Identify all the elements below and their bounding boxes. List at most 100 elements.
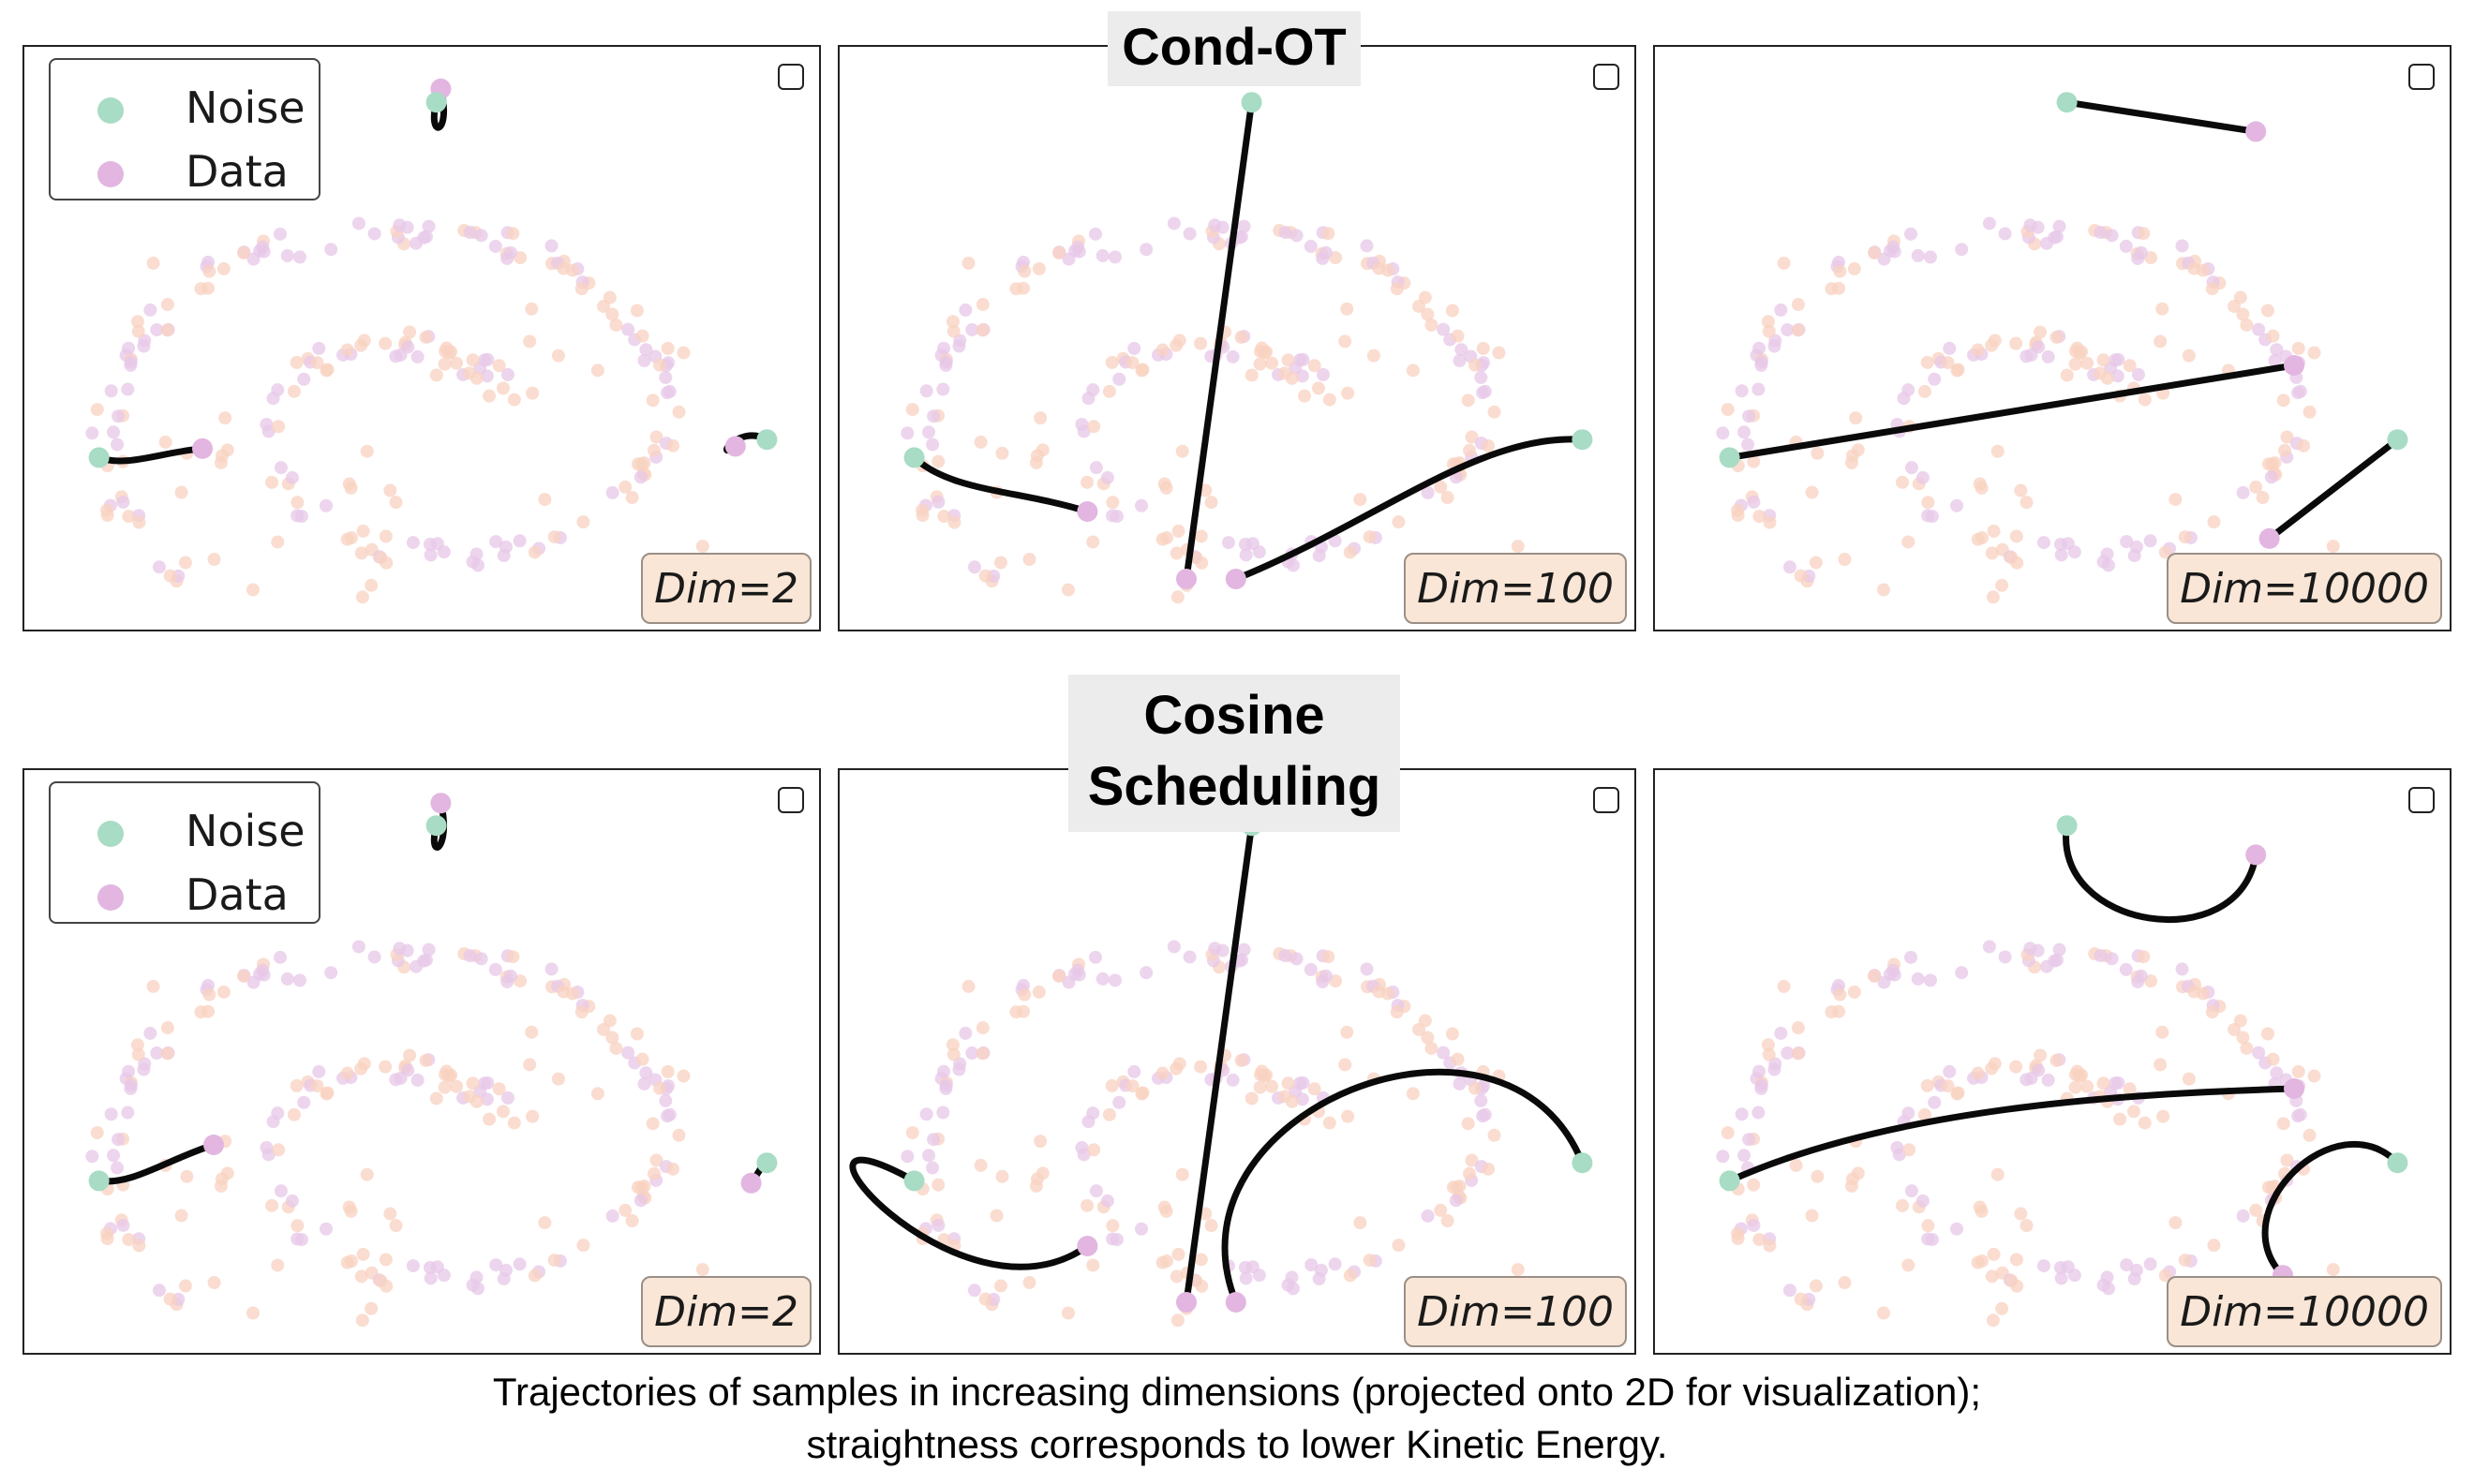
scatter-point [2260, 1027, 2274, 1041]
scatter-point [901, 1150, 915, 1164]
panel-cosine-dim-2: Noise Data Dim=2 [22, 768, 821, 1355]
scatter-point [354, 1269, 368, 1284]
scatter-point [976, 298, 990, 312]
dim-label: Dim=10000 [2167, 553, 2442, 624]
scatter-point [1390, 1005, 1404, 1019]
scatter-point [1511, 540, 1525, 554]
scatter-point [1106, 1219, 1120, 1233]
scatter-point [1911, 972, 1925, 986]
scatter-point [1747, 1218, 1761, 1232]
data-point [2284, 1078, 2304, 1099]
scatter-point [2143, 1257, 2157, 1271]
scatter-point [261, 424, 276, 438]
data-scatter [85, 940, 709, 1328]
scatter-point [462, 366, 476, 380]
scatter-point [1747, 454, 1761, 468]
scatter-point [1781, 1046, 1795, 1061]
scatter-point [1971, 1066, 1985, 1080]
scatter-point [1440, 491, 1454, 505]
scatter-point [1110, 510, 1124, 524]
trajectory-layer [1719, 815, 2408, 1286]
trajectory-line [96, 1141, 217, 1185]
scatter-point [1338, 334, 1352, 349]
scatter-point [1925, 1233, 1939, 1247]
scatter-point [1307, 1082, 1321, 1096]
scatter-point [1253, 357, 1267, 371]
scatter-point [630, 1027, 644, 1041]
scatter-point [2178, 530, 2192, 544]
scatter-point [440, 1064, 454, 1078]
scatter-point [1328, 534, 1342, 548]
scatter-point [1239, 548, 1253, 562]
scatter-point [1095, 248, 1110, 262]
scatter-point [124, 355, 138, 369]
plot-area [849, 815, 1593, 1328]
scatter-point [630, 304, 644, 318]
scatter-point [438, 357, 452, 371]
panel-checkbox[interactable] [2408, 787, 2435, 813]
scatter-point [1030, 449, 1044, 463]
scatter-point [1463, 443, 1477, 457]
scatter-point [1341, 1109, 1355, 1123]
scatter-point [978, 569, 992, 583]
scatter-point [939, 1078, 953, 1092]
scatter-point [648, 443, 662, 457]
scatter-point [1752, 341, 1766, 355]
scatter-point [1340, 1025, 1354, 1039]
scatter-point [90, 403, 104, 417]
scatter-point [237, 969, 251, 983]
scatter-point [2105, 229, 2119, 243]
scatter-point [576, 1239, 590, 1253]
scatter-point [1915, 1194, 1930, 1208]
row-title-cond-ot: Cond-OT [1108, 11, 1361, 86]
scatter-point [931, 1178, 946, 1192]
scatter-point [1990, 1167, 2005, 1181]
scatter-point [1140, 243, 1154, 257]
scatter-point [1761, 1038, 1775, 1052]
scatter-point [1170, 546, 1184, 560]
scatter-point [1171, 524, 1185, 538]
scatter-point [633, 1194, 648, 1208]
scatter-point [290, 1078, 304, 1092]
scatter-point [1465, 1153, 1479, 1167]
scatter-point [634, 457, 648, 471]
scatter-point [1140, 966, 1154, 980]
scatter-point [1089, 461, 1103, 475]
scatter-point [1845, 1172, 1859, 1186]
scatter-point [2228, 299, 2242, 313]
scatter-point [1474, 370, 1488, 384]
scatter-point [677, 346, 691, 360]
scatter-point [2014, 1207, 2028, 1221]
noise-point [1241, 92, 1262, 113]
scatter-point [2096, 1076, 2110, 1091]
panel-checkbox[interactable] [1593, 64, 1619, 90]
panel-checkbox[interactable] [778, 787, 804, 813]
scatter-point [1950, 364, 1964, 378]
scatter-point [423, 537, 437, 551]
scatter-point [1949, 1222, 1963, 1236]
scatter-point [1482, 1162, 1496, 1176]
scatter-point [2109, 1076, 2123, 1091]
scatter-point [273, 950, 287, 964]
scatter-point [160, 1046, 174, 1061]
scatter-point [107, 425, 121, 439]
panel-checkbox[interactable] [1593, 787, 1619, 813]
scatter-point [1316, 367, 1330, 381]
scatter-point [1071, 240, 1085, 254]
scatter-point [901, 426, 915, 440]
scatter-point [2131, 367, 2145, 381]
scatter-point [1833, 987, 1847, 1002]
panel-checkbox[interactable] [2408, 64, 2435, 90]
trajectory-line [2064, 98, 2259, 135]
scatter-point [1985, 1269, 1999, 1284]
scatter-point [2070, 1064, 2084, 1078]
scatter-point [1155, 343, 1170, 357]
scatter-point [1265, 356, 1279, 370]
scatter-point [2052, 219, 2066, 233]
noise-point [425, 815, 447, 837]
scatter-point [1476, 341, 1490, 355]
panel-checkbox[interactable] [778, 64, 804, 90]
scatter-point [500, 1091, 514, 1105]
scatter-point [1917, 384, 1931, 398]
scatter-point [429, 368, 443, 382]
